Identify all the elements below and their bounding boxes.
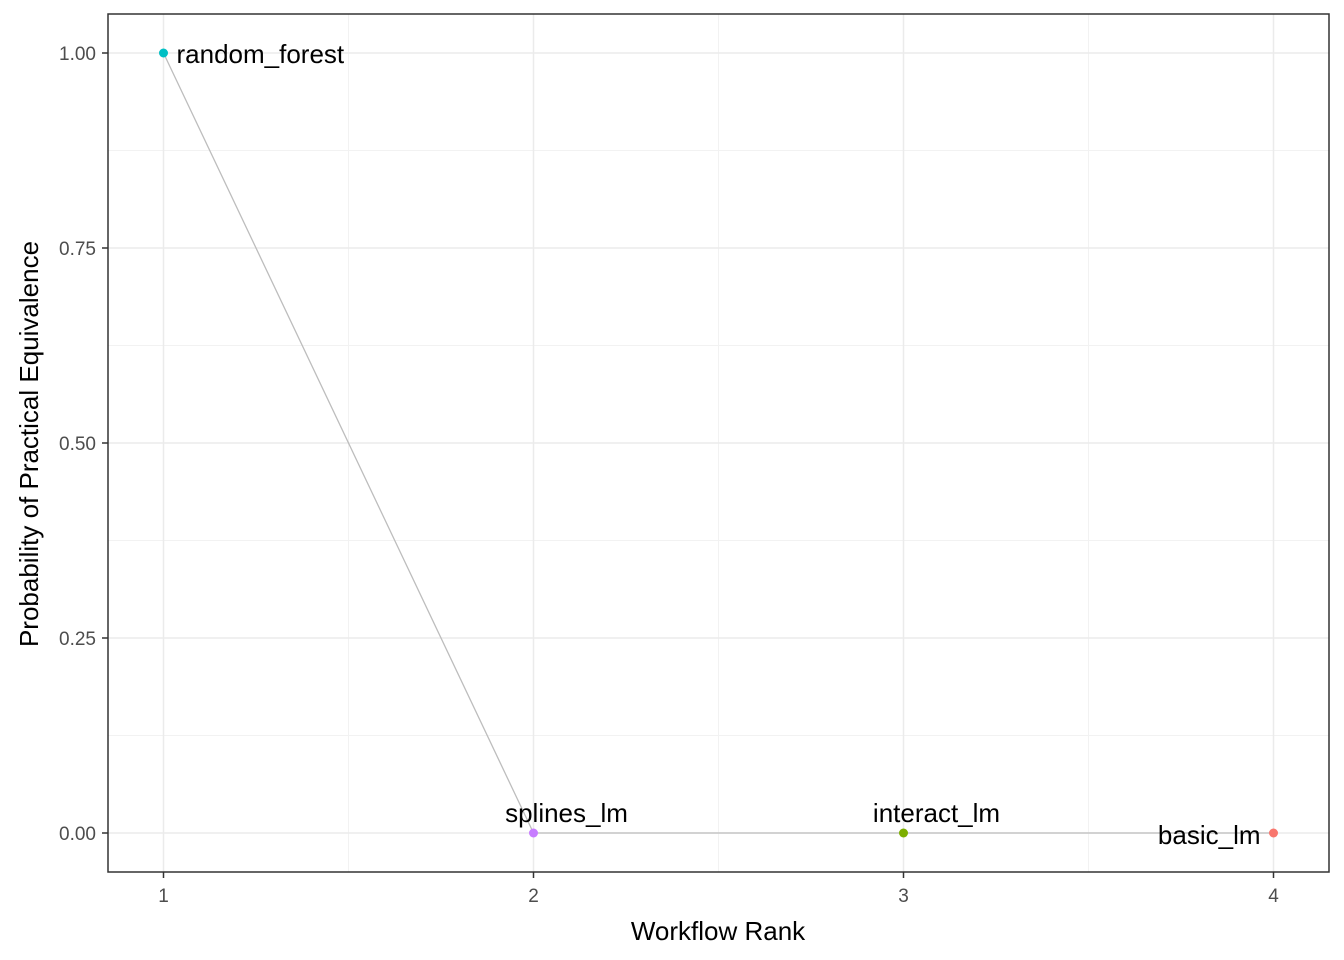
point-label-random-forest: random_forest: [177, 39, 345, 69]
y-tick-label: 1.00: [59, 44, 96, 65]
x-tick-label: 4: [1268, 886, 1279, 907]
data-point-basic-lm: [1269, 828, 1278, 838]
x-tick-label: 1: [158, 886, 169, 907]
point-label-splines-lm: splines_lm: [505, 798, 628, 828]
data-point-random-forest: [159, 48, 168, 58]
connecting-line: [162, 52, 1274, 834]
y-tick-label: 0.00: [59, 824, 96, 845]
y-tick-label: 0.75: [59, 239, 96, 260]
data-point-interact-lm: [899, 828, 908, 838]
data-point-splines-lm: [529, 828, 538, 838]
label-layer: random_forest splines_lm interact_lm basic_…: [177, 39, 1261, 850]
x-axis-title: Workflow Rank: [631, 916, 806, 946]
point-label-interact-lm: interact_lm: [873, 798, 1000, 828]
point-layer: [159, 48, 1278, 838]
x-tick-label: 3: [898, 886, 909, 907]
axis-layer: 1 2 3 4 0.00 0.25 0.50 0.75 1.00: [59, 13, 1330, 907]
y-tick-label: 0.50: [59, 434, 96, 455]
point-label-basic-lm: basic_lm: [1158, 820, 1261, 850]
y-axis-title: Probability of Practical Equivalence: [14, 241, 44, 647]
x-tick-label: 2: [528, 886, 539, 907]
y-tick-label: 0.25: [59, 629, 96, 650]
line-layer: [162, 52, 1274, 834]
grid-layer: [108, 14, 1329, 872]
